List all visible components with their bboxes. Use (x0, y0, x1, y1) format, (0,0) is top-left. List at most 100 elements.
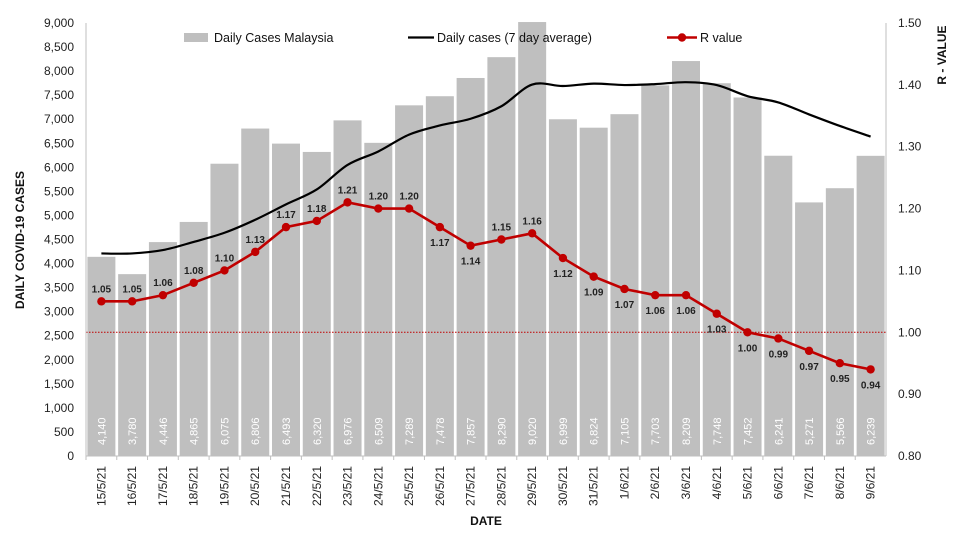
y-tick-label: 1,000 (44, 401, 74, 415)
legend: Daily Cases Malaysia Daily cases (7 day a… (184, 31, 742, 45)
x-tick-label: 27/5/21 (464, 466, 478, 506)
x-tick-label: 24/5/21 (371, 466, 385, 506)
bar (825, 188, 854, 456)
bar (333, 120, 362, 456)
x-axis-title: DATE (470, 514, 502, 528)
r-value-label: 0.95 (830, 374, 850, 385)
bar-value-label: 6,239 (866, 417, 878, 445)
y-tick-label: 4,500 (44, 233, 74, 247)
y2-tick-label: 1.00 (898, 325, 922, 339)
bar (302, 151, 331, 456)
legend-label-r: R value (700, 31, 742, 45)
y2-tick-label: 1.20 (898, 202, 922, 216)
bar-value-label: 5,566 (835, 417, 847, 445)
y-tick-label: 8,500 (44, 40, 74, 54)
bar (579, 127, 608, 456)
average-line (101, 81, 871, 255)
y-tick-label: 2,500 (44, 329, 74, 343)
r-value-label: 1.20 (369, 192, 389, 203)
r-value-label: 1.03 (707, 325, 727, 336)
bar-value-label: 7,105 (619, 417, 631, 445)
r-value-point (804, 346, 814, 356)
bar-value-label: 6,999 (558, 417, 570, 445)
r-value-point (189, 278, 198, 287)
x-tick-label: 23/5/21 (341, 466, 355, 506)
bar-value-label: 8,290 (496, 417, 508, 445)
bar (456, 77, 485, 456)
bar-value-label: 7,452 (743, 417, 755, 445)
r-value-point (712, 309, 721, 318)
bar (733, 97, 762, 456)
r-value-label: 0.94 (861, 380, 881, 391)
x-tick-label: 1/6/21 (617, 466, 631, 500)
average-line-layer (101, 81, 871, 255)
bar (241, 128, 270, 456)
bar (641, 85, 670, 456)
y-tick-label: 4,000 (44, 257, 74, 271)
bar-value-label: 4,140 (96, 417, 108, 445)
r-value-point (527, 229, 537, 238)
r-value-label: 1.06 (645, 306, 665, 317)
y-axis-title: DAILY COVID-19 CASES (13, 171, 27, 309)
bar (487, 57, 516, 457)
r-value-point (281, 222, 291, 232)
y-tick-label: 5,000 (44, 208, 74, 222)
bar (87, 256, 116, 456)
bar-value-label: 7,857 (466, 417, 478, 445)
r-value-label: 1.09 (584, 288, 604, 299)
bar (425, 96, 454, 457)
r-value-point (743, 328, 752, 337)
bar (764, 155, 793, 456)
bar-value-label: 6,241 (773, 417, 785, 445)
r-value-label: 1.17 (276, 210, 296, 221)
r-value-label: 1.18 (307, 204, 327, 215)
r-value-point (220, 266, 229, 275)
legend-swatch-bars (184, 33, 208, 42)
r-value-point (497, 235, 506, 244)
r-value-point (127, 297, 137, 306)
x-tick-label: 4/6/21 (710, 466, 724, 500)
y-tick-label: 6,000 (44, 160, 74, 174)
bar-value-label: 4,446 (158, 417, 170, 445)
x-tick-label: 7/6/21 (802, 466, 816, 500)
r-value-line (101, 201, 871, 371)
r-value-point (589, 272, 598, 281)
r-value-point (681, 290, 691, 300)
bar (272, 143, 300, 456)
y-tick-label: 3,500 (44, 281, 74, 295)
r-value-point (312, 216, 321, 226)
r-value-point (251, 247, 260, 257)
bar (672, 61, 700, 457)
bar (548, 119, 577, 457)
x-tick-label: 6/6/21 (771, 466, 785, 500)
bars-layer (87, 22, 885, 457)
r-value-label: 1.14 (461, 257, 481, 268)
bar-value-label: 6,976 (343, 417, 355, 445)
y-tick-label: 3,000 (44, 305, 74, 319)
x-tick-label: 2/6/21 (648, 466, 662, 500)
r-value-label: 1.21 (338, 185, 358, 196)
y-tick-label: 0 (67, 449, 74, 463)
r-value-point (558, 253, 568, 263)
y2-axis-title: R - VALUE (935, 25, 949, 84)
x-tick-label: 25/5/21 (402, 466, 416, 506)
r-value-point (435, 222, 445, 232)
r-value-label: 0.99 (769, 349, 789, 360)
bar-value-label: 7,748 (712, 417, 724, 445)
y2-tick-label: 1.40 (898, 78, 922, 92)
r-value-label: 1.12 (553, 269, 573, 280)
r-value-point (343, 198, 352, 207)
y-tick-label: 7,000 (44, 112, 74, 126)
bar-labels-layer: 4,140 3,780 4,446 4,865 6,075 6,806 6,493 6,320… (96, 417, 877, 445)
y2-tick-label: 0.80 (898, 449, 922, 463)
bar (210, 163, 239, 456)
r-value-point (158, 290, 168, 300)
r-value-label: 1.05 (122, 284, 142, 295)
x-tick-label: 30/5/21 (556, 466, 570, 506)
r-value-label: 1.06 (153, 278, 173, 289)
x-tick-label: 19/5/21 (217, 466, 231, 506)
bar (518, 22, 547, 456)
bar-value-label: 8,209 (681, 417, 693, 445)
bar-value-label: 3,780 (127, 417, 139, 445)
r-labels-layer: 1.05 1.05 1.06 1.08 1.10 1.13 1.17 1.18 1.21 1.20… (92, 185, 881, 391)
